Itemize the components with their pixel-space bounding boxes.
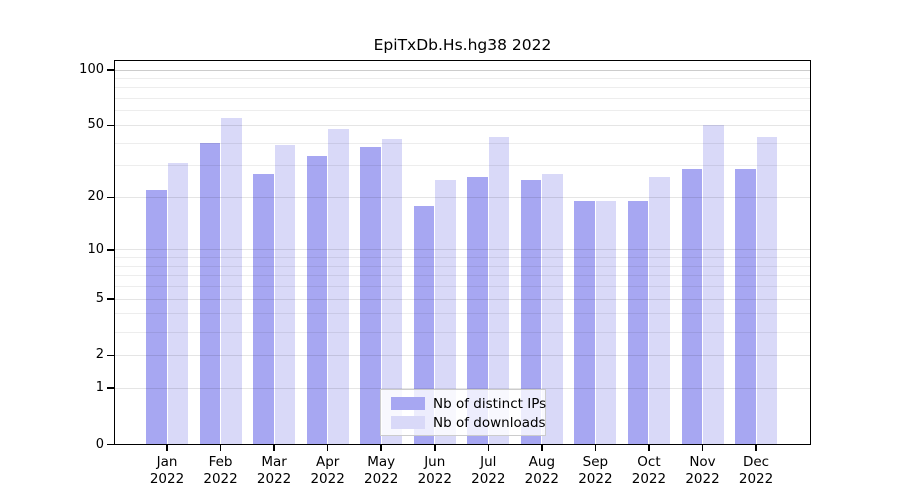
bar-downloads-dec (756, 137, 778, 445)
bar-ips-jan (146, 190, 167, 445)
gridline-10 (114, 249, 811, 251)
bar-ips-feb (199, 143, 221, 445)
y-tick-label-10: 10 (87, 241, 104, 257)
x-tick-mar (273, 445, 275, 451)
bar-downloads-apr (328, 128, 349, 445)
bar-downloads-feb (221, 117, 242, 445)
y-tick-1 (107, 387, 114, 390)
x-tick-oct (648, 445, 650, 451)
bar-downloads-may (381, 139, 403, 445)
y-tick-label-100: 100 (79, 62, 104, 77)
gridline-8 (114, 265, 811, 267)
bar-ips-jul (467, 177, 488, 445)
x-tick-label-jan: Jan 2022 (149, 454, 185, 487)
bar-ips-sep (574, 201, 595, 445)
x-tick-label-dec: Dec 2022 (738, 454, 774, 487)
bar-downloads-nov (703, 125, 724, 445)
bar-ips-mar (253, 174, 274, 445)
x-tick-jan (166, 445, 168, 451)
x-tick-jul (487, 445, 490, 451)
x-tick-label-may: May 2022 (364, 454, 399, 487)
x-tick-label-jun: Jun 2022 (417, 454, 452, 487)
x-tick-label-sep: Sep 2022 (578, 454, 613, 487)
bar-ips-dec (735, 168, 756, 445)
gridline-100 (114, 69, 811, 71)
y-tick-label-1: 1 (95, 380, 104, 396)
y-tick-5 (107, 298, 114, 300)
legend-row-ips: Nb of distinct IPs (391, 394, 546, 413)
gridline-90 (114, 77, 811, 79)
y-tick-10 (107, 249, 114, 251)
y-tick-50 (107, 124, 114, 127)
gridline-80 (114, 87, 811, 89)
gridline-40 (114, 142, 811, 144)
x-tick-label-feb: Feb 2022 (203, 454, 238, 487)
y-tick-label-20: 20 (87, 189, 104, 205)
gridline-20 (114, 196, 811, 198)
x-tick-label-nov: Nov 2022 (685, 454, 720, 487)
bar-downloads-jul (488, 137, 510, 445)
gridline-30 (114, 165, 811, 167)
x-tick-jun (433, 445, 436, 451)
legend-row-downloads: Nb of downloads (391, 413, 546, 432)
chart-title: EpiTxDb.Hs.hg38 2022 (373, 36, 552, 54)
bar-downloads-oct (649, 177, 670, 445)
bar-downloads-jun (435, 180, 456, 445)
gridline-70 (114, 98, 811, 100)
gridline-3 (114, 331, 811, 333)
bar-downloads-aug (542, 174, 563, 445)
x-tick-feb (219, 445, 222, 451)
y-tick-20 (107, 196, 114, 199)
gridline-2 (114, 354, 811, 356)
x-tick-label-mar: Mar 2022 (256, 454, 292, 487)
x-tick-label-oct: Oct 2022 (631, 454, 667, 487)
bar-ips-aug (520, 180, 542, 445)
gridline-50 (114, 124, 811, 126)
legend: Nb of distinct IPs Nb of downloads (380, 389, 546, 436)
x-tick-dec (755, 445, 757, 451)
bar-ips-may (360, 147, 381, 445)
y-tick-label-2: 2 (95, 347, 104, 363)
gridline-9 (114, 257, 811, 259)
gridline-7 (114, 275, 811, 277)
x-tick-may (380, 445, 382, 451)
legend-swatch-downloads (391, 416, 425, 429)
y-tick-100 (107, 69, 114, 71)
gridline-4 (114, 313, 811, 315)
legend-label-ips: Nb of distinct IPs (433, 395, 547, 412)
plot-area: Nb of distinct IPs Nb of downloads 0 1 2 5 10… (79, 60, 811, 487)
bar-ips-oct (627, 201, 649, 445)
y-tick-label-0: 0 (95, 436, 104, 452)
bar-ips-nov (681, 168, 702, 445)
gridline-1 (114, 387, 811, 389)
gridline-60 (114, 110, 811, 112)
legend-swatch-ips (391, 397, 425, 410)
legend-label-downloads: Nb of downloads (433, 414, 546, 431)
bar-downloads-jan (167, 163, 188, 445)
gridline-6 (114, 286, 811, 288)
gridline-5 (114, 298, 811, 300)
bar-downloads-sep (595, 201, 617, 445)
x-tick-label-jul: Jul 2022 (471, 454, 506, 487)
x-tick-aug (541, 445, 543, 451)
x-tick-label-apr: Apr 2022 (310, 454, 345, 487)
bar-ips-jun (413, 205, 435, 445)
y-tick-2 (107, 354, 114, 357)
y-tick-label-5: 5 (95, 291, 104, 307)
y-tick-0 (107, 443, 114, 446)
bar-downloads-mar (274, 145, 296, 445)
bar-ips-apr (306, 155, 328, 445)
y-tick-label-50: 50 (87, 117, 104, 133)
x-tick-label-aug: Aug 2022 (524, 454, 560, 487)
x-tick-nov (701, 445, 704, 451)
x-tick-apr (326, 445, 329, 451)
x-tick-sep (594, 445, 597, 451)
